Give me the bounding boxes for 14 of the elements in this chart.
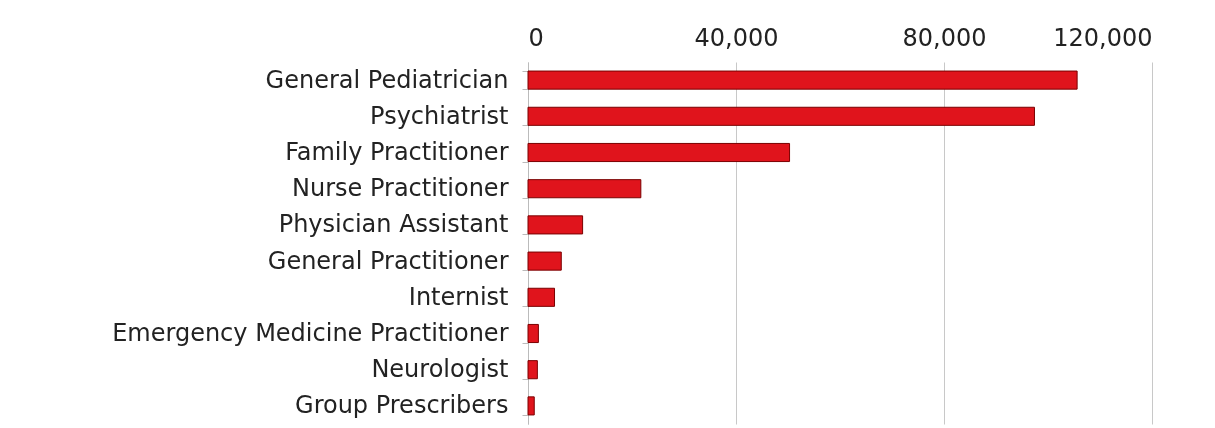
y-tick-label: Family Practitioner (285, 138, 509, 166)
x-tick-label: 120,000 (1053, 23, 1153, 52)
y-tick-label: General Pediatrician (265, 65, 509, 94)
y-tick-label: Physician Assistant (278, 210, 509, 239)
y-tick-label: Psychiatrist (370, 101, 509, 130)
y-tick-label: Group Prescribers (295, 391, 509, 420)
y-tick-label: Emergency Medicine Practitioner (112, 319, 509, 347)
y-tick-label: General Practitioner (267, 246, 509, 275)
y-tick-label: Nurse Practitioner (292, 174, 509, 203)
x-tick-label: 0 (528, 23, 544, 52)
x-tick-label: 40,000 (694, 23, 779, 52)
x-tick-label: 80,000 (902, 23, 987, 52)
y-tick-label: Internist (408, 282, 509, 311)
y-tick-label: Neurologist (371, 355, 509, 384)
